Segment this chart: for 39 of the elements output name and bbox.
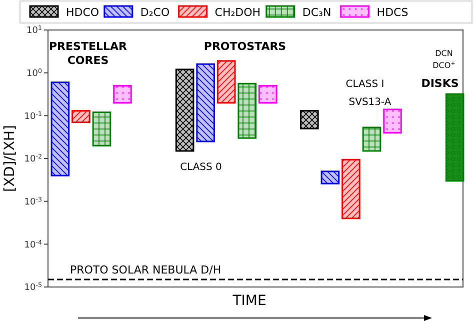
y-axis-title: [XD]/[XH]	[2, 124, 18, 192]
bar	[72, 110, 90, 124]
y-tick-label: 10$^{-3}$	[24, 196, 42, 208]
y-tick-label: 10$^{0}$	[26, 67, 42, 79]
bar	[362, 126, 382, 152]
ref-line-label: PROTO SOLAR NEBULA D/H	[70, 263, 222, 276]
bar	[92, 112, 112, 146]
bar	[445, 93, 464, 182]
y-tick-label: 10$^{-2}$	[24, 153, 42, 165]
bar	[300, 110, 319, 130]
y-tick-label: 10$^{1}$	[26, 24, 42, 36]
bar	[175, 68, 194, 152]
bar	[320, 170, 340, 184]
bar	[258, 84, 278, 104]
legend-label: DC₃N	[302, 6, 332, 19]
bar	[238, 82, 257, 139]
legend-label: HDCO	[66, 6, 100, 19]
legend-label: HDCS	[376, 6, 408, 19]
annotation: CLASS 0	[180, 162, 222, 173]
y-tick-label: 10$^{-4}$	[24, 238, 42, 250]
bar	[342, 158, 360, 220]
annotation: DISKS	[421, 77, 459, 90]
annotation: DCO$^{+}$	[432, 61, 456, 70]
annotation: CORES	[67, 54, 109, 67]
bar	[50, 82, 70, 176]
annotation: SVS13-A	[348, 97, 392, 108]
annotation: PROTOSTARS	[204, 40, 286, 53]
legend-label: CH₂DOH	[214, 6, 261, 19]
bar	[113, 84, 132, 104]
annotation: DCN	[435, 49, 453, 58]
legend-label: D₂CO	[140, 6, 170, 19]
bar	[216, 60, 236, 104]
bar	[196, 63, 215, 142]
y-tick-label: 10$^{-5}$	[24, 282, 42, 294]
annotation: CLASS I	[346, 79, 384, 90]
x-axis-title: TIME	[232, 293, 266, 309]
y-tick-label: 10$^{-1}$	[24, 110, 42, 122]
annotation: PRESTELLAR	[49, 40, 128, 53]
bar	[383, 108, 402, 134]
